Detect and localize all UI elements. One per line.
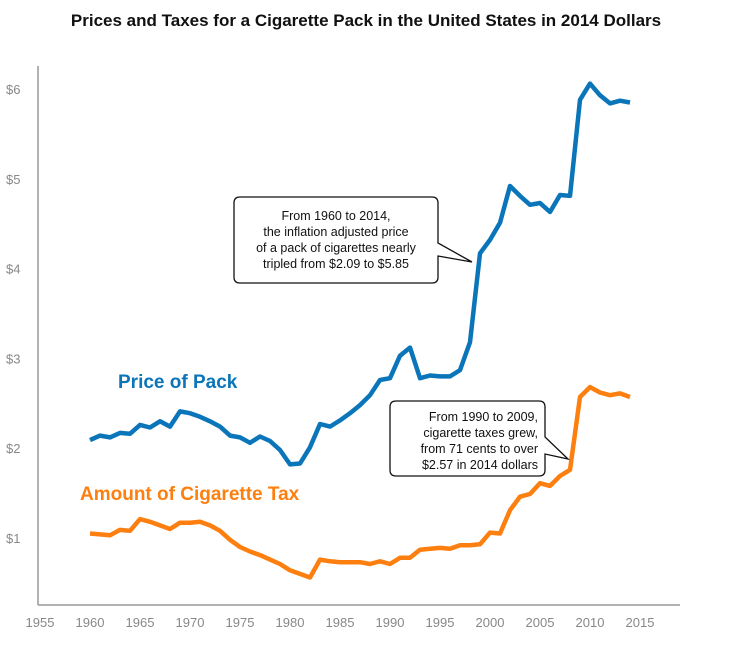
y-tick-label: $3: [6, 351, 20, 366]
callout-price-line-3: of a pack of cigarettes nearly: [256, 241, 417, 255]
callout-tax: From 1990 to 2009, cigarette taxes grew,…: [389, 400, 571, 477]
x-tick-label: 1955: [26, 615, 55, 630]
legend-price-of-pack: Price of Pack: [118, 372, 238, 393]
x-tick-label: 1960: [76, 615, 105, 630]
price-of-pack-line: [89, 81, 631, 467]
x-tick-label: 2010: [576, 615, 605, 630]
callout-tax-line-2: cigarette taxes grew,: [423, 426, 538, 440]
callout-tax-line-4: $2.57 in 2014 dollars: [422, 458, 538, 472]
callout-price: From 1960 to 2014, the inflation adjuste…: [233, 196, 473, 284]
callout-tax-line-3: from 71 cents to over: [421, 442, 538, 456]
callout-tax-line-1: From 1990 to 2009,: [429, 410, 538, 424]
x-tick-label: 1970: [176, 615, 205, 630]
x-tick-label: 1965: [126, 615, 155, 630]
x-tick-label: 1995: [426, 615, 455, 630]
cigarette-tax-line: [89, 384, 631, 580]
x-tick-labels: 1955 1960 1965 1970 1975 1980 1985 1990 1995 2000…: [26, 615, 655, 630]
y-tick-label: $4: [6, 262, 20, 277]
callout-price-line-1: From 1960 to 2014,: [281, 209, 390, 223]
y-tick-label: $1: [6, 531, 20, 546]
chart-title: Prices and Taxes for a Cigarette Pack in…: [71, 11, 661, 30]
series-lines: [89, 81, 631, 580]
y-tick-label: $5: [6, 172, 20, 187]
x-tick-label: 1980: [276, 615, 305, 630]
y-tick-labels: $1 $2 $3 $4 $5 $6: [6, 82, 20, 546]
y-tick-label: $2: [6, 441, 20, 456]
x-tick-label: 1985: [326, 615, 355, 630]
x-tick-label: 2005: [526, 615, 555, 630]
callout-price-line-2: the inflation adjusted price: [263, 225, 408, 239]
x-tick-label: 2015: [626, 615, 655, 630]
callout-price-line-4: tripled from $2.09 to $5.85: [263, 257, 409, 271]
x-tick-label: 1990: [376, 615, 405, 630]
x-tick-label: 1975: [226, 615, 255, 630]
y-tick-label: $6: [6, 82, 20, 97]
legend-cigarette-tax: Amount of Cigarette Tax: [80, 484, 300, 505]
x-tick-label: 2000: [476, 615, 505, 630]
